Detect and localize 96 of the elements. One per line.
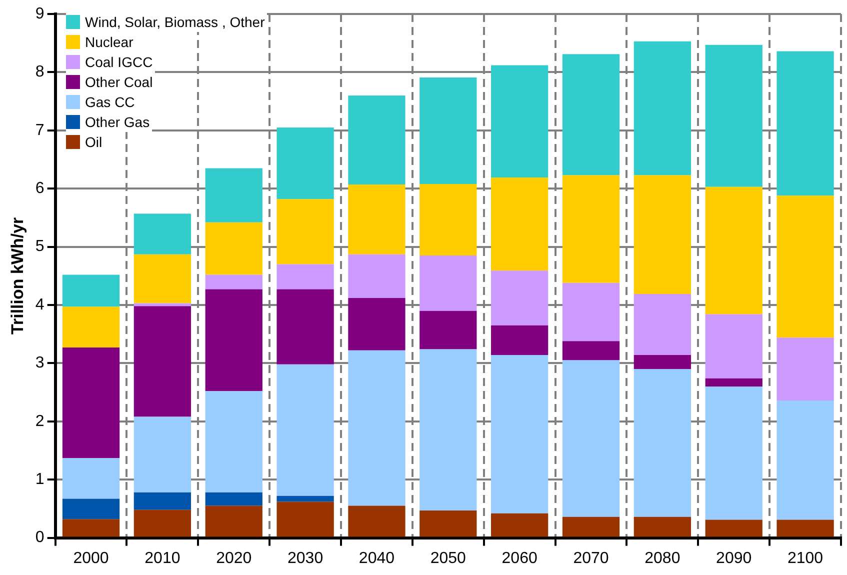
- bar: [776, 51, 834, 196]
- bar: [634, 294, 692, 356]
- x-tick-label: 2010: [144, 550, 180, 567]
- bar: [491, 325, 548, 356]
- bar: [276, 127, 334, 200]
- x-tick-label: 2020: [216, 550, 252, 567]
- bar: [634, 355, 692, 370]
- bar: [562, 54, 620, 176]
- bar: [491, 178, 548, 271]
- bar: [205, 274, 262, 290]
- bar: [562, 282, 620, 342]
- x-tick-label: 2000: [73, 550, 109, 567]
- legend-label: Coal IGCC: [85, 53, 153, 72]
- y-tick-label: 8: [35, 64, 44, 81]
- legend-label: Other Coal: [85, 73, 153, 92]
- bar: [276, 289, 334, 364]
- bar: [562, 175, 620, 283]
- legend-label: Other Gas: [85, 113, 150, 132]
- bar: [705, 520, 762, 537]
- bar: [205, 222, 262, 275]
- bar: [134, 416, 192, 492]
- bar: [276, 199, 334, 264]
- bar: [62, 458, 120, 499]
- y-axis-title: Trillion kWh/yr: [8, 216, 27, 334]
- bar: [705, 386, 762, 520]
- bar: [420, 77, 477, 184]
- bar: [348, 350, 406, 506]
- bar: [420, 184, 477, 256]
- x-tick-label: 2060: [502, 550, 538, 567]
- bar: [491, 65, 548, 178]
- bar: [705, 186, 762, 314]
- bar: [134, 306, 192, 417]
- x-tick-label: 2080: [644, 550, 680, 567]
- bar: [62, 498, 120, 520]
- bar: [62, 274, 120, 307]
- bar: [276, 502, 334, 537]
- y-tick-label: 0: [35, 529, 44, 546]
- x-tick-label: 2090: [716, 550, 752, 567]
- y-tick-label: 9: [35, 5, 44, 22]
- bar: [348, 254, 406, 298]
- y-tick-label: 6: [35, 180, 44, 198]
- y-tick-label: 3: [35, 354, 44, 372]
- bar: [134, 492, 192, 510]
- bar: [634, 369, 692, 517]
- bar: [62, 519, 120, 537]
- bar: [776, 196, 834, 338]
- x-tick-label: 2040: [358, 550, 395, 567]
- bar: [205, 492, 262, 506]
- x-tick-label: 2050: [430, 550, 466, 567]
- bar: [348, 298, 406, 350]
- bar: [276, 364, 334, 496]
- bar: [62, 306, 120, 348]
- bar: [420, 349, 477, 510]
- legend-label: Nuclear: [85, 33, 134, 52]
- bar: [205, 391, 262, 492]
- bar: [776, 520, 834, 537]
- bar: [634, 41, 692, 176]
- legend-label: Wind, Solar, Biomass , Other: [85, 13, 265, 32]
- bar: [562, 360, 620, 517]
- legend-label: Gas CC: [85, 93, 135, 112]
- bar: [705, 44, 762, 187]
- bar: [420, 310, 477, 350]
- y-tick-label: 5: [35, 238, 44, 256]
- x-tick-label: 2030: [288, 550, 324, 567]
- bar: [634, 175, 692, 294]
- bar: [205, 168, 262, 222]
- bar: [562, 341, 620, 360]
- y-tick-label: 1: [35, 471, 44, 488]
- bar: [491, 270, 548, 326]
- bar: [705, 314, 762, 378]
- bar: [348, 184, 406, 254]
- bar: [276, 264, 334, 290]
- bar: [134, 214, 192, 254]
- legend-label: Oil: [85, 133, 102, 152]
- bar: [205, 289, 262, 392]
- bar: [634, 516, 692, 537]
- bar: [62, 347, 120, 458]
- bar: [276, 496, 334, 502]
- bar: [205, 506, 262, 537]
- bar: [776, 400, 834, 520]
- bar: [348, 95, 406, 185]
- x-tick-label: 2100: [787, 550, 824, 567]
- bar: [776, 338, 834, 400]
- bar: [491, 355, 548, 514]
- bar: [348, 506, 406, 537]
- y-tick-label: 7: [35, 122, 44, 139]
- x-tick-label: 2070: [573, 550, 609, 567]
- bar: [134, 510, 192, 537]
- y-tick-label: 2: [35, 412, 44, 430]
- bar: [420, 256, 477, 311]
- bar: [491, 513, 548, 537]
- bar: [562, 516, 620, 537]
- y-tick-label: 4: [35, 296, 44, 314]
- bar: [134, 254, 192, 304]
- bar: [420, 510, 477, 537]
- bar: [705, 378, 762, 386]
